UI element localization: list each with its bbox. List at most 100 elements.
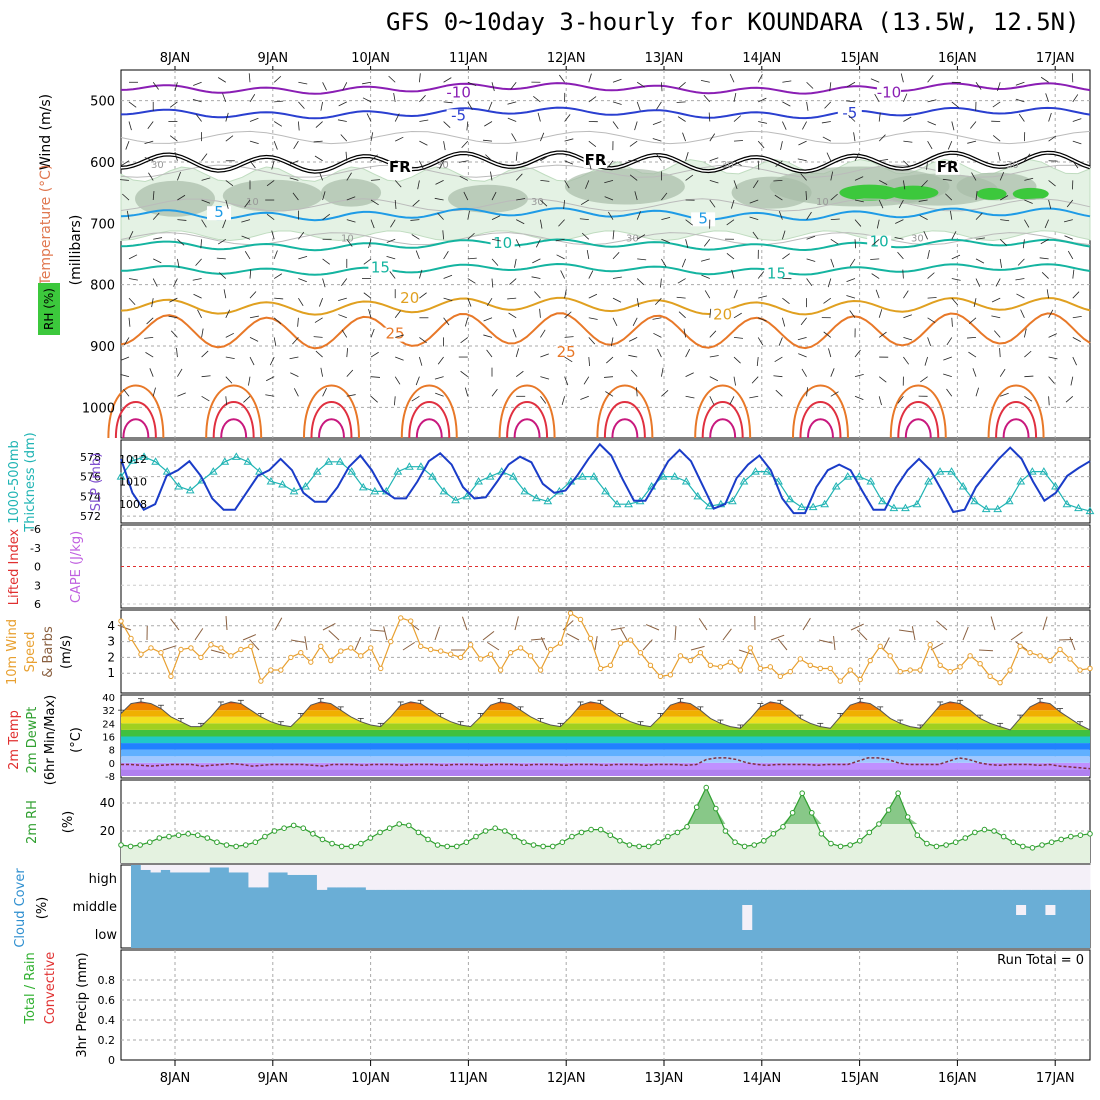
wind-barb [563,199,565,210]
wind-barb [483,317,493,322]
isotherm-label-bg [383,327,408,342]
wind-barb [685,395,695,399]
surface-temp-contour [995,401,1038,439]
wind-barb [338,297,347,302]
surface-temp-contour [1002,418,1030,439]
wind-barb [225,332,235,338]
upper-air-panel: -10 -10 -5 -5 FR FR FR 5 5 10 10 15 15 20 20 25 25 30 10 10… [107,73,1091,439]
wind-barb [588,73,592,83]
wind-barb [342,82,348,91]
rh2m-point [434,842,441,848]
wind-barb [1065,395,1074,403]
isotherm-15 [120,262,1091,276]
wind-barb [968,317,977,324]
wind-speed-point [697,649,704,656]
wind-barb [1020,309,1025,318]
cloud-high-gap [718,865,729,890]
wind-barb [604,196,614,201]
wind-barb [177,171,181,181]
wind-barb [561,396,565,406]
isotherm-label-bg [876,86,901,101]
wind-barb [273,250,278,260]
wind10m-barb [777,638,788,651]
rh2m-point [636,843,642,850]
wind-speed-point [607,662,614,668]
wind-barb [971,172,977,181]
wind-barb [992,135,1001,142]
wind-speed-point [497,667,504,673]
wind-speed-point [947,668,953,675]
wind-barb [798,140,807,146]
wind-barb [241,219,251,223]
cloud-high-gap [160,865,171,870]
thickness-point [451,495,460,504]
wind-barb [588,337,596,345]
wind-barb [656,101,662,110]
isotherm-label-bg [446,109,471,124]
wind-speed-point [198,654,204,661]
cloud-high-gap [209,865,220,868]
thickness-point [843,472,853,480]
rh2m-point [645,843,652,850]
rh2m-point [118,842,124,848]
wind-speed-point [1067,656,1073,662]
wind-barb [999,171,1005,181]
wind-barb [782,253,790,260]
thickness-point [416,462,426,470]
wind-barb [629,174,638,181]
date-label-bottom: 8JAN [160,1071,191,1086]
wind-barb [951,101,960,108]
rh2m-point [194,832,201,839]
rh2m-point [1029,845,1036,851]
wind-barb [1072,118,1082,122]
wind-barb [949,210,953,220]
thickness-point [266,477,276,485]
wind-barb [464,387,469,397]
wind-barb [636,387,638,397]
slp-ytick: 1012 [119,453,147,466]
wind-barb [508,312,517,319]
wind-barb [878,376,887,383]
wind-barb [1072,160,1079,169]
cloud-high-gap [894,865,905,890]
wind-barb [1048,309,1054,318]
wind-barb [661,367,664,377]
wind-speed-point [258,678,264,684]
thickness-point [935,467,945,475]
wind-barb [1041,271,1049,279]
cloud-high-gap [542,865,553,890]
wind-barb [580,395,589,400]
wind-barb [555,238,565,242]
thickness-point [578,472,587,480]
cloud-high-gap [757,865,768,890]
wind-barb [975,212,983,220]
wind-speed-point [647,662,654,668]
wind-barb [853,132,856,142]
wind-barb [677,116,686,122]
wind10m-barb [162,645,177,651]
wind-barb [652,121,662,125]
wind-barb [678,81,686,89]
rh2m-point [866,829,873,836]
wind-barb [394,376,401,385]
cloud-level-label: low [95,928,118,943]
wind-barb [386,238,396,243]
rh2m-point [358,840,364,847]
wind-barb [346,172,352,181]
wind-barb [370,376,381,378]
surface-temp-contour [415,418,443,439]
wind-barb [459,175,468,181]
wind-barb [249,140,259,145]
wind-barb [1024,199,1033,204]
wind-barb [924,356,928,366]
rh-shading-green [976,187,1007,200]
wind-speed-point [188,645,194,651]
wind10m-barb [194,628,204,641]
isotherm-label: -5 [451,106,466,124]
rh2m-point [233,843,239,850]
cloud-high-gap [277,865,289,873]
wind-speed-point [168,673,174,680]
cloud-high-gap [816,865,827,890]
panel-frame-thick [120,439,1091,524]
wind10m-barb [225,615,228,631]
